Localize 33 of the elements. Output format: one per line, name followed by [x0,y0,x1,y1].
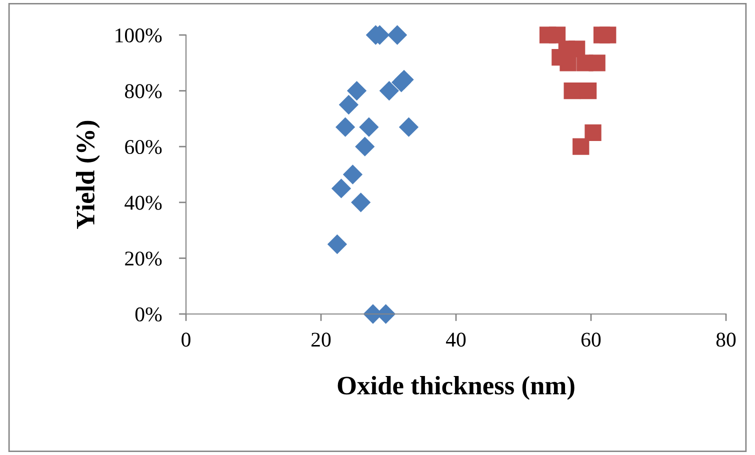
point [328,234,347,254]
x-tick-label: 80 [716,332,736,347]
y-tick-label: 60% [125,140,162,154]
x-tick-label: 40 [446,332,466,347]
point [343,164,362,184]
y-tick-label: 20% [125,252,162,266]
point [584,124,602,141]
point [564,82,580,100]
y-axis-title: Yield (%) [76,120,100,229]
x-axis-title: Oxide thickness (nm) [338,376,574,400]
y-tick-label: 80% [124,84,162,98]
point [347,81,366,100]
x-tick-label: 60 [581,332,601,347]
point [388,25,407,45]
point [380,81,399,100]
point [355,137,374,156]
point [332,178,351,198]
point [359,118,378,137]
y-tick-label: 100% [116,28,162,42]
x-tick-label: 0 [182,332,190,347]
point [351,192,370,212]
point [392,72,411,92]
point [399,118,418,137]
y-tick-label: 40% [124,196,162,210]
point [600,26,616,44]
point [548,26,566,44]
point [339,95,358,114]
point [588,54,606,72]
x-tick-label: 20 [312,332,331,347]
point [580,82,597,100]
y-tick-label: 0% [135,307,162,322]
point [572,138,590,155]
point [336,118,355,137]
